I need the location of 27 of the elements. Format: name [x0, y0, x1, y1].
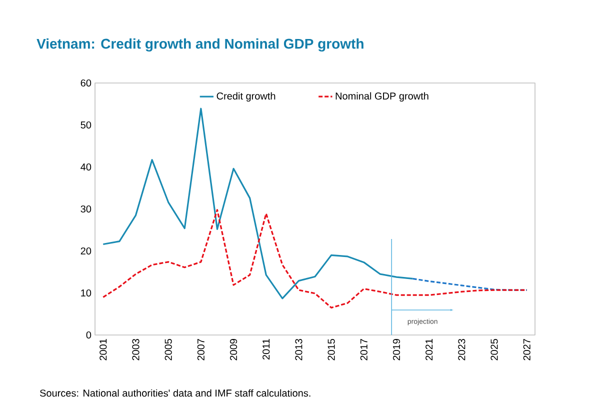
- legend-label: Credit growth: [216, 92, 276, 102]
- y-tick-label: 40: [80, 163, 92, 171]
- x-tick-label: 2003: [132, 338, 140, 360]
- y-tick-label: 0: [86, 331, 92, 339]
- chart-title: Vietnam: Credit growth and Nominal GDP growth: [36, 38, 364, 52]
- y-tick-label: 50: [80, 121, 92, 129]
- x-tick-label: 2009: [230, 338, 238, 360]
- y-tick-label: 20: [80, 247, 92, 255]
- x-tick-label: 2007: [197, 339, 204, 360]
- line-series: [412, 278, 528, 291]
- y-tick-label: 30: [80, 205, 92, 213]
- y-tick-label: 60: [80, 79, 92, 87]
- x-tick-label: 2013: [295, 338, 302, 360]
- x-tick-label: 2023: [458, 338, 466, 360]
- x-tick-label: 2017: [360, 339, 368, 360]
- x-tick-label: 2001: [100, 339, 107, 360]
- x-tick-label: 2015: [328, 338, 335, 360]
- x-tick-label: 2019: [392, 338, 400, 360]
- x-tick-label: 2025: [490, 338, 498, 360]
- x-tick-label: 2005: [164, 338, 172, 360]
- line-series: [102, 108, 414, 300]
- source-note: Sources: National authorities' data and IMF staff calculations.: [40, 389, 310, 397]
- y-tick-label: 10: [81, 289, 92, 297]
- x-tick-label: 2021: [426, 339, 433, 360]
- x-tick-label: 2011: [262, 339, 270, 360]
- legend-label: Nominal GDP growth: [336, 92, 428, 102]
- x-tick-label: 2027: [523, 339, 530, 360]
